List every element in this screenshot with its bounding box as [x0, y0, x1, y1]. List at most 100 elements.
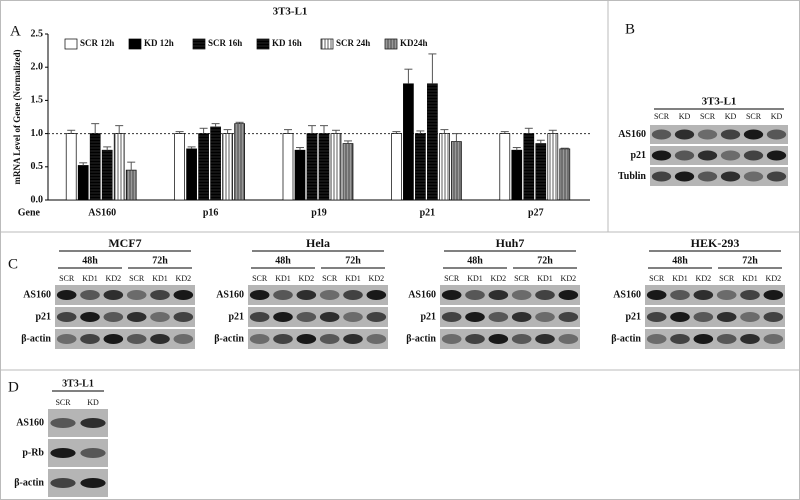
blot-band — [103, 312, 124, 322]
x-tick-label: p21 — [420, 207, 436, 218]
bar-hatch — [90, 133, 101, 200]
legend-hatch — [385, 39, 397, 49]
blot-band — [80, 290, 100, 300]
row-label: AS160 — [408, 289, 436, 300]
blot-band — [173, 312, 194, 322]
lane-label: KD2 — [696, 274, 712, 283]
blot-band — [740, 290, 760, 300]
bar-hatch — [415, 133, 426, 200]
blot-band — [743, 129, 764, 140]
lane-label: SCR — [700, 112, 716, 121]
blot-band — [766, 129, 787, 140]
bar — [282, 133, 294, 201]
blot-band — [716, 312, 737, 322]
blot-band — [465, 312, 485, 322]
row-label: AS160 — [16, 417, 44, 428]
row-label: β-actin — [611, 333, 641, 344]
bar — [499, 133, 511, 201]
blot-band — [670, 334, 690, 344]
legend-hatch — [257, 39, 269, 49]
panel-label: D — [8, 379, 19, 395]
blot-title: Huh7 — [496, 236, 525, 250]
lane-label: KD2 — [299, 274, 315, 283]
blot-band — [716, 334, 737, 344]
blot-band — [343, 334, 363, 344]
blot-band — [511, 334, 532, 344]
bar — [294, 149, 306, 201]
blot-band — [273, 290, 293, 300]
lane-label: KD2 — [369, 274, 385, 283]
bar-hatch — [114, 133, 125, 200]
lane-label: SCR — [649, 274, 665, 283]
blot-band — [693, 334, 714, 344]
blot-band — [646, 334, 667, 344]
lane-label: SCR — [55, 398, 71, 407]
y-tick-label: 0.5 — [31, 161, 44, 172]
legend-label: KD24h — [400, 38, 428, 48]
blot-band — [343, 312, 363, 322]
blot-band — [319, 290, 340, 300]
lane-label: SCR — [252, 274, 268, 283]
bar-hatch — [210, 126, 221, 200]
bar-hatch — [198, 133, 209, 200]
blot-band — [558, 334, 579, 344]
time-label: 48h — [275, 255, 291, 266]
blot-band — [488, 290, 509, 300]
blot-band — [103, 290, 124, 300]
lane-label: KD — [87, 398, 99, 407]
blot-band — [80, 448, 106, 458]
lane-label: SCR — [59, 274, 75, 283]
blot-title: MCF7 — [108, 236, 141, 250]
bar — [77, 165, 89, 201]
blot-band — [319, 312, 340, 322]
lane-label: KD1 — [537, 274, 553, 283]
y-tick-label: 2.5 — [31, 28, 44, 39]
bar — [186, 148, 197, 201]
legend-hatch — [321, 39, 333, 49]
lane-label: KD1 — [467, 274, 483, 283]
lane-label: SCR — [719, 274, 735, 283]
row-label: AS160 — [613, 289, 641, 300]
blot-band — [173, 334, 194, 344]
blot-band — [150, 312, 170, 322]
blot-band — [150, 290, 170, 300]
blot-band — [441, 312, 462, 322]
blot-band — [173, 290, 194, 300]
blot-band — [511, 312, 532, 322]
blot-band — [50, 418, 76, 428]
lane-label: KD1 — [672, 274, 688, 283]
lane-label: SCR — [322, 274, 338, 283]
blot-band — [674, 171, 695, 182]
lane-label: SCR — [129, 274, 145, 283]
bar-hatch — [427, 83, 438, 200]
bar-hatch — [319, 133, 329, 200]
blot-band — [670, 290, 690, 300]
blot-band — [296, 312, 317, 322]
blot-band — [693, 290, 714, 300]
blot-band — [441, 334, 462, 344]
blot-band — [80, 312, 100, 322]
blot-band — [50, 478, 76, 488]
blot-band — [273, 312, 293, 322]
lane-label: KD2 — [176, 274, 192, 283]
blot-band — [126, 290, 147, 300]
time-label: 72h — [152, 255, 168, 266]
panel-label: A — [10, 23, 21, 39]
blot-title: Hela — [306, 236, 330, 250]
lane-label: KD1 — [275, 274, 291, 283]
blot-band — [126, 312, 147, 322]
blot-band — [651, 150, 672, 161]
legend-label: SCR 24h — [336, 38, 370, 48]
blot-band — [50, 448, 76, 458]
blot-band — [558, 290, 579, 300]
bar-hatch — [451, 141, 462, 200]
lane-label: SCR — [654, 112, 670, 121]
blot-band — [674, 150, 695, 161]
time-label: 72h — [537, 255, 553, 266]
blot-band — [743, 171, 764, 182]
blot-band — [366, 312, 387, 322]
blot-title: HEK-293 — [691, 236, 740, 250]
blot-band — [743, 150, 764, 161]
lane-label: KD2 — [561, 274, 577, 283]
